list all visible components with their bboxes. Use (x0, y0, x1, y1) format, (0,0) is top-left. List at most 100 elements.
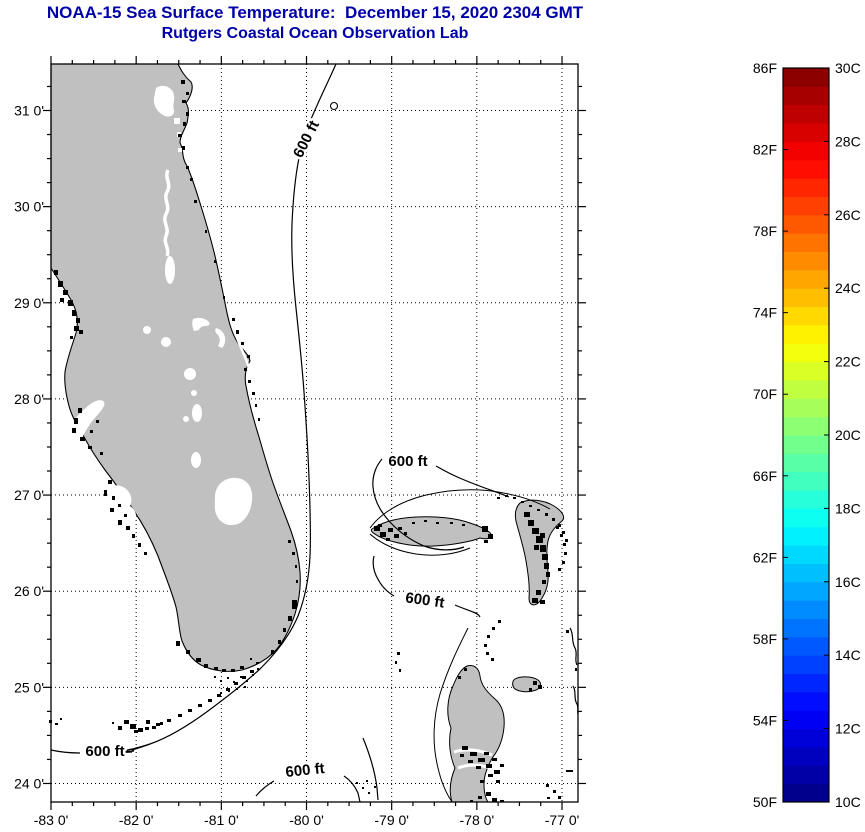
colorbar-fahrenheit-label: 54F (753, 712, 777, 728)
colorbar-step (783, 288, 829, 308)
colorbar-step (783, 435, 829, 454)
colorbar-celsius-label: 18C (835, 500, 861, 516)
land-layer (49, 63, 579, 803)
colorbar-step (783, 123, 829, 142)
colorbar-step (783, 416, 829, 436)
colorbar-fahrenheit-label: 58F (753, 631, 777, 647)
colorbar-step (783, 233, 829, 252)
colorbar-fahrenheit-label: 70F (753, 386, 777, 402)
colorbar-step (783, 251, 829, 271)
contour-closed-loop (329, 101, 339, 111)
colorbar-celsius-label: 20C (835, 427, 861, 443)
colorbar-step (783, 398, 829, 418)
contour-providence-channel (372, 555, 481, 618)
colorbar-step (783, 490, 829, 509)
y-axis-tick-label: 30 0' (14, 199, 44, 215)
colorbar-step (783, 673, 829, 693)
y-axis-tick-label: 26 0' (14, 583, 44, 599)
colorbar-celsius-label: 16C (835, 574, 861, 590)
axis-tick-labels: -83 0' -82 0' -81 0' -80 0' -79 0' -78 0' -77 … (14, 103, 579, 829)
colorbar-step (783, 361, 829, 381)
colorbar-celsius-label: 14C (835, 647, 861, 663)
x-axis-tick-label: -82 0' (119, 812, 154, 828)
colorbar-fahrenheit-label: 62F (753, 549, 777, 565)
colorbar-step (783, 324, 829, 344)
colorbar-step (783, 783, 829, 803)
axes-frame (50, 63, 579, 803)
colorbar-step (783, 269, 829, 289)
colorbar-step (783, 379, 829, 399)
x-axis-tick-label: -77 0' (545, 812, 580, 828)
florida-landmass (50, 63, 301, 672)
florida-inland-water (66, 85, 253, 661)
colorbar-fahrenheit-label: 66F (753, 468, 777, 484)
colorbar-step (783, 214, 829, 234)
x-axis-tick-label: -83 0' (34, 812, 69, 828)
y-axis-tick-label: 24 0' (14, 775, 44, 791)
contour-gulf-stream-wall-tail (131, 743, 151, 751)
temperature-colorbar: 86F 82F 78F 74F 70F 66F 62F 58F 54F 50F 30C 28C 26C 2… (753, 60, 861, 810)
contour-label-600ft-1: 600 ft (290, 118, 323, 161)
y-axis-tick-label: 25 0' (14, 679, 44, 695)
y-axis-tick-label: 31 0' (14, 103, 44, 119)
colorbar-step (783, 453, 829, 473)
colorbar-step (783, 343, 829, 363)
contour-label-600ft-4: 600 ft (85, 743, 124, 760)
abaco-island (514, 499, 565, 606)
great-bahama-bank-outline (433, 627, 469, 803)
colorbar-step (783, 746, 829, 766)
colorbar-step (783, 159, 829, 179)
little-bahama-bank-outline (369, 489, 551, 556)
colorbar-step (783, 728, 829, 748)
colorbar-step (783, 691, 829, 711)
colorbar-step (783, 68, 829, 87)
colorbar-step (783, 141, 829, 161)
colorbar-step (783, 104, 829, 124)
contour-label-600ft-5: 600 ft (285, 760, 326, 781)
colorbar-celsius-label: 10C (835, 794, 861, 810)
depth-contours (50, 63, 510, 803)
contour-little-bahama-bank (372, 458, 510, 551)
colorbar-step (783, 471, 829, 491)
y-axis-tick-label: 29 0' (14, 295, 44, 311)
colorbar-step (783, 196, 829, 216)
colorbar-step (783, 600, 829, 619)
colorbar-step (783, 765, 829, 785)
colorbar-step (783, 526, 829, 546)
title-line-1: NOAA-15 Sea Surface Temperature: Decembe… (46, 3, 584, 22)
colorbar-celsius-label: 28C (835, 133, 861, 149)
map-border (50, 63, 579, 803)
figure-title: NOAA-15 Sea Surface Temperature: Decembe… (0, 3, 630, 43)
contour-straits-south (255, 737, 379, 803)
y-axis-tick-label: 27 0' (14, 487, 44, 503)
colorbar-fahrenheit-label: 50F (753, 794, 777, 810)
colorbar-step (783, 178, 829, 197)
colorbar-celsius-label: 24C (835, 280, 861, 296)
contour-label-600ft-2: 600 ft (388, 453, 427, 470)
colorbar-fahrenheit-label: 74F (753, 305, 777, 321)
colorbar-step (783, 508, 829, 528)
colorbar-celsius-label: 22C (835, 354, 861, 370)
coastal-speckles (49, 80, 577, 802)
y-axis-tick-label: 28 0' (14, 391, 44, 407)
colorbar-step (783, 636, 829, 656)
axis-ticks (43, 56, 586, 810)
contour-label-600ft-3: 600 ft (404, 589, 445, 611)
contour-gulf-stream-wall (50, 63, 337, 754)
x-axis-tick-label: -79 0' (374, 812, 409, 828)
colorbar-step (783, 581, 829, 601)
colorbar-step (783, 655, 829, 675)
colorbar-step (783, 618, 829, 638)
colorbar-step (783, 563, 829, 583)
title-line-2: Rutgers Coastal Ocean Observation Lab (161, 25, 469, 42)
colorbar-step (783, 306, 829, 326)
x-axis-tick-label: -80 0' (289, 812, 324, 828)
x-axis-tick-label: -81 0' (204, 812, 239, 828)
andros-island (447, 665, 505, 803)
colorbar-celsius-label: 30C (835, 60, 861, 76)
colorbar-celsius-label: 12C (835, 721, 861, 737)
colorbar-fahrenheit-label: 78F (753, 223, 777, 239)
colorbar-step (783, 710, 829, 730)
